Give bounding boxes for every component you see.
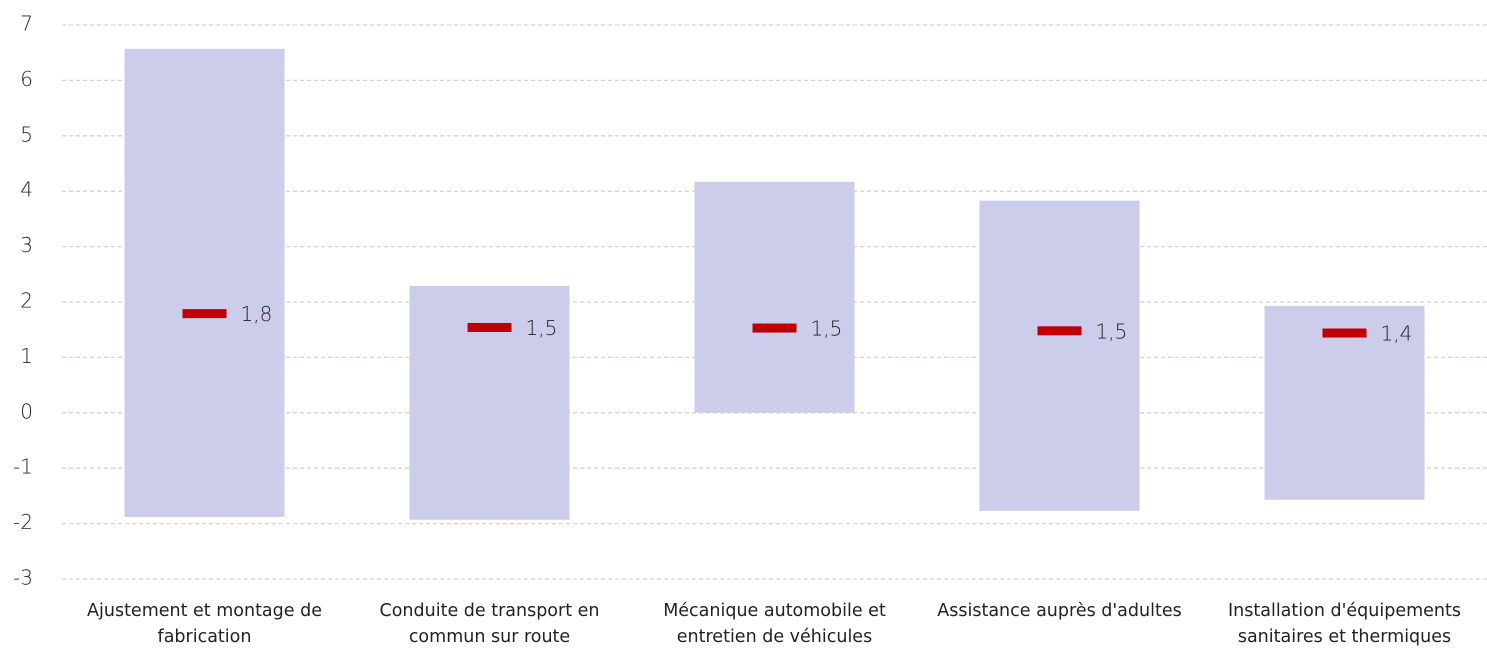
y-tick-label: 0 [20,399,33,423]
x-tick-label: Mécanique automobile et entretien de véh… [663,601,886,647]
y-tick-label: 1 [20,344,33,368]
marker [182,309,227,319]
x-tick-label: Assistance auprès d'adultes [937,601,1182,621]
x-tick-label: Conduite de transport en commun sur rout… [379,601,600,647]
y-tick-label: -2 [13,510,33,534]
y-tick-label: 5 [20,122,33,146]
y-tick-label: 6 [20,67,33,91]
y-tick-label: 7 [20,12,33,36]
data-label: 1,5 [811,317,843,341]
y-tick-label: 2 [20,289,33,313]
data-label: 1,5 [1096,319,1128,343]
range-bar [694,181,855,413]
x-tick-label: Installation d'équipements sanitaires et… [1228,601,1461,647]
range-bar [1264,305,1425,500]
marker [467,322,512,332]
marker [1037,326,1082,336]
y-tick-label: 3 [20,233,33,257]
y-tick-label: -3 [13,566,33,590]
y-tick-label: 4 [20,178,33,202]
marker [1322,328,1367,338]
range-bar [979,200,1140,511]
y-tick-label: -1 [13,455,33,479]
marker [752,323,797,333]
data-label: 1,8 [241,302,273,326]
data-label: 1,5 [526,316,558,340]
data-label: 1,4 [1381,322,1413,346]
x-tick-label: Ajustement et montage de fabrication [87,601,322,647]
range-bar [124,48,285,517]
